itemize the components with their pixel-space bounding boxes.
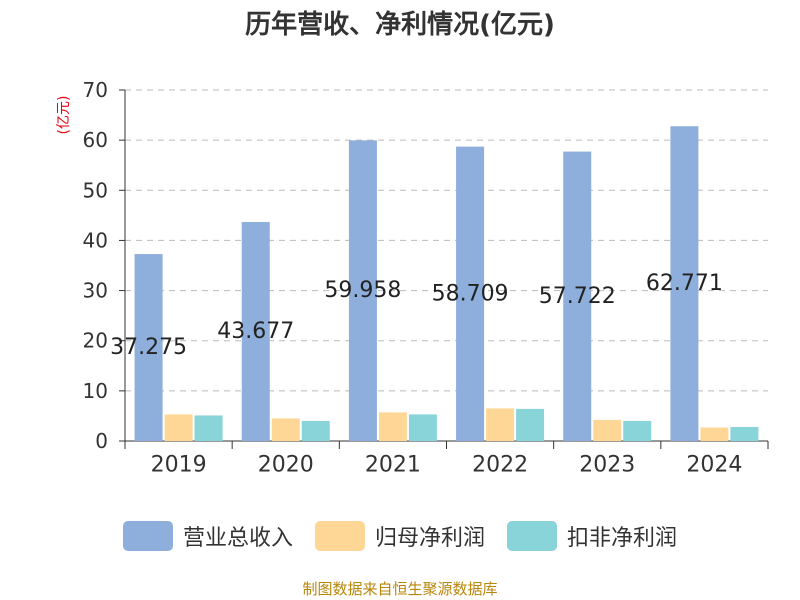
bar-deducted-profit	[408, 414, 437, 441]
bar-deducted-profit	[301, 420, 330, 441]
legend-swatch-revenue	[122, 521, 173, 551]
bar-net-profit	[700, 427, 729, 441]
bar-revenue	[670, 126, 699, 442]
bar-revenue	[241, 221, 270, 441]
bar-deducted-profit	[516, 408, 545, 441]
bar-deducted-profit	[730, 426, 759, 441]
bar-deducted-profit	[623, 420, 652, 441]
y-tick-label: 30	[83, 279, 108, 303]
bar-revenue	[348, 140, 377, 441]
legend: 营业总收入 归母净利润 扣非净利润	[0, 518, 800, 554]
y-tick-label: 10	[83, 379, 108, 403]
y-tick-label: 20	[83, 329, 108, 353]
y-tick-label: 50	[83, 178, 108, 202]
bar-net-profit	[486, 408, 515, 441]
bar-net-profit	[164, 414, 193, 441]
bar-deducted-profit	[194, 415, 223, 441]
data-label: 57.722	[539, 284, 616, 309]
data-label: 59.958	[324, 278, 401, 303]
bar-net-profit	[593, 419, 622, 441]
legend-swatch-deducted-profit	[507, 521, 557, 551]
chart-title: 历年营收、净利情况(亿元)	[245, 10, 555, 40]
x-tick-label: 2022	[472, 453, 528, 478]
data-label: 37.275	[110, 335, 187, 360]
bar-revenue	[563, 151, 592, 441]
legend-label-net-profit: 归母净利润	[374, 526, 485, 551]
y-tick-label: 60	[83, 128, 108, 152]
y-tick-label: 0	[95, 429, 108, 453]
x-tick-label: 2020	[258, 453, 314, 478]
legend-item-net-profit[interactable]: 归母净利润	[314, 520, 485, 552]
bar-net-profit	[378, 412, 407, 441]
x-tick-label: 2023	[579, 453, 635, 478]
data-label: 62.771	[646, 271, 723, 296]
x-tick-label: 2024	[686, 453, 742, 478]
legend-swatch-net-profit	[314, 521, 365, 551]
legend-item-deducted-profit[interactable]: 扣非净利润	[507, 520, 677, 552]
legend-label-deducted-profit: 扣非净利润	[567, 526, 678, 551]
bar-revenue	[456, 146, 485, 441]
y-tick-label: 70	[83, 78, 108, 102]
y-tick-label: 40	[83, 228, 108, 252]
bar-net-profit	[271, 418, 300, 441]
legend-item-revenue[interactable]: 营业总收入	[122, 520, 293, 552]
data-source-note: 制图数据来自恒生聚源数据库	[302, 580, 498, 598]
legend-label-revenue: 营业总收入	[182, 526, 293, 551]
x-tick-label: 2021	[365, 453, 421, 478]
data-label: 58.709	[432, 281, 509, 306]
bar-revenue	[134, 254, 163, 441]
data-label: 43.677	[217, 319, 294, 344]
x-tick-label: 2019	[151, 453, 207, 478]
